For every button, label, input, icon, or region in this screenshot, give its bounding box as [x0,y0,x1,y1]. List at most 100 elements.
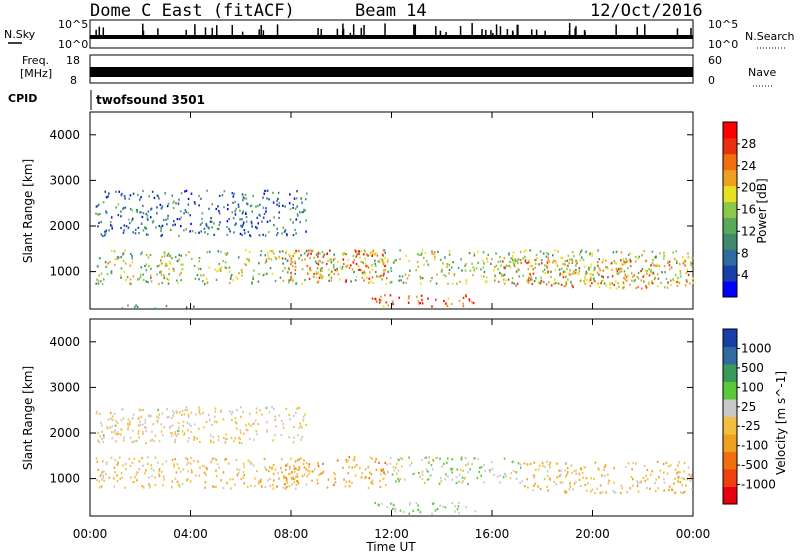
scatter-cell [236,472,239,476]
scatter-cell [684,259,687,262]
scatter-cell [151,438,154,441]
scatter-cell [187,478,189,481]
scatter-cell [421,302,424,305]
scatter-cell [391,473,394,476]
scatter-cell [253,269,255,272]
scatter-cell [262,206,265,209]
scatter-cell [173,200,175,203]
nsky-spike [535,29,538,36]
scatter-cell [185,306,188,309]
scatter-cell [535,253,538,257]
scatter-cell [465,463,467,467]
scatter-cell [168,415,170,419]
scatter-cell [292,234,295,237]
scatter-cell [436,273,438,276]
scatter-cell [565,461,568,465]
scatter-cell [419,511,422,514]
scatter-cell [637,277,640,280]
scatter-cell [631,279,633,282]
scatter-cell [164,253,166,256]
scatter-cell [239,209,241,212]
scatter-cell [503,256,506,260]
scatter-cell [141,457,143,460]
scatter-cell [145,213,147,216]
scatter-cell [267,470,270,473]
scatter-cell [282,279,285,282]
scatter-cell [164,264,167,268]
scatter-cell [628,258,631,261]
scatter-cell [314,260,317,263]
scatter-cell [274,415,277,418]
scatter-cell [230,273,233,277]
scatter-cell [430,474,432,477]
scatter-cell [138,277,141,280]
scatter-cell [213,420,216,423]
scatter-cell [643,274,645,277]
scatter-cell [272,472,275,475]
scatter-cell [336,459,339,462]
scatter-cell [497,268,499,271]
scatter-cell [266,430,268,433]
scatter-cell [236,277,239,281]
scatter-cell [245,197,248,200]
scatter-cell [133,306,136,309]
scatter-cell [146,217,149,220]
scatter-cell [281,269,284,273]
scatter-cell [214,268,217,271]
time-x-ticks: 00:00 04:00 08:00 12:00 16:00 20:00 00:00 [73,112,710,541]
scatter-cell [205,277,208,281]
scatter-cell [140,196,142,199]
scatter-cell [249,484,252,487]
scatter-cell [107,195,109,198]
scatter-cell [120,276,122,279]
scatter-cell [117,256,120,259]
scatter-cell [101,478,103,481]
scatter-cell [565,275,567,278]
scatter-cell [398,458,400,462]
scatter-cell [252,438,255,441]
scatter-cell [480,474,483,477]
scatter-cell [135,304,137,307]
scatter-cell [635,287,637,290]
scatter-cell [134,476,136,479]
scatter-cell [381,259,384,262]
scatter-cell [305,250,308,253]
scatter-cell [534,468,537,471]
scatter-cell [301,201,303,204]
scatter-cell [435,457,437,460]
scatter-cell [124,206,127,209]
scatter-cell [363,270,366,273]
scatter-cell [620,270,623,273]
scatter-cell [274,256,276,259]
scatter-cell [408,274,410,277]
scatter-cell [286,463,289,466]
scatter-cell [480,268,482,271]
y-tick-label: 4000 [49,335,80,349]
scatter-cell [657,284,659,288]
scatter-cell [237,256,240,259]
scatter-cell [142,423,144,426]
scatter-cell [585,489,588,492]
scatter-cell [614,491,617,494]
scatter-cell [229,478,232,481]
scatter-cell [419,282,422,285]
scatter-cell [284,468,287,471]
scatter-cell [446,265,448,268]
scatter-cell [229,230,231,233]
scatter-cell [166,205,169,208]
scatter-cell [619,270,621,273]
scatter-cell [328,268,330,271]
scatter-cell [276,227,279,230]
scatter-cell [336,269,338,272]
scatter-cell [114,257,117,261]
scatter-cell [368,254,371,257]
scatter-cell [380,469,383,473]
scatter-cell [451,467,454,471]
scatter-cell [354,250,357,253]
scatter-cell [362,261,364,264]
cpid-value: twofsound 3501 [96,93,205,107]
scatter-cell [285,250,288,253]
scatter-cell [224,261,227,264]
scatter-cell [189,480,192,483]
scatter-cell [382,263,385,266]
